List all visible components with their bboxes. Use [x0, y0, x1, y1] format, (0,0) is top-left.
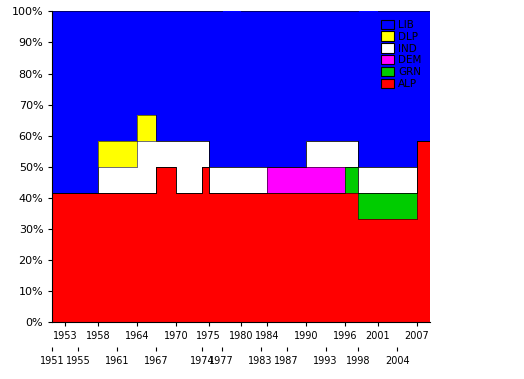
Legend: LIB, DLP, IND, DEM, GRN, ALP: LIB, DLP, IND, DEM, GRN, ALP — [378, 17, 424, 92]
